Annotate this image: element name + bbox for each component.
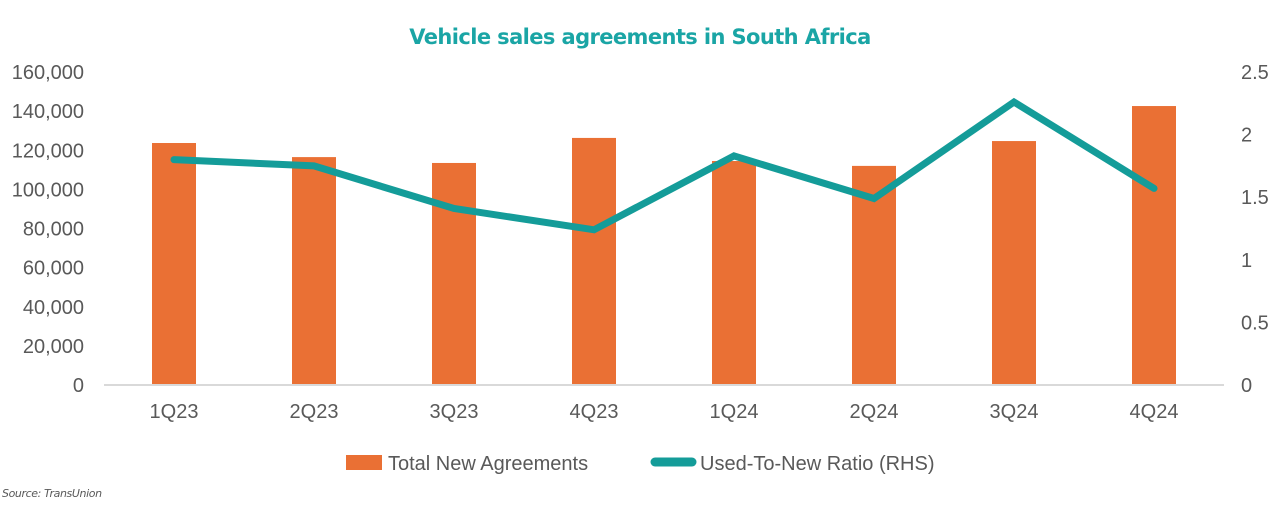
bar-series [152,106,1176,385]
x-axis-tick-label: 2Q23 [290,401,339,423]
right-axis-tick-label: 0 [1241,375,1252,397]
x-axis-tick-label: 2Q24 [850,401,899,423]
chart-title: Vehicle sales agreements in South Africa [409,25,870,49]
x-axis-tick-label: 4Q24 [1130,401,1179,423]
legend-label-total-new-agreements: Total New Agreements [388,453,588,475]
x-axis-tick-label: 3Q23 [430,401,479,423]
bar-2Q23 [292,157,336,385]
x-axis-tick-label: 4Q23 [570,401,619,423]
bar-3Q24 [992,141,1036,385]
x-axis-labels: 1Q23 2Q23 3Q23 4Q23 1Q24 2Q24 3Q24 4Q24 [150,401,1179,423]
x-axis-tick-label: 1Q23 [150,401,199,423]
x-axis-tick-label: 1Q24 [710,401,759,423]
right-axis: 0 0.5 1 1.5 2 2.5 [1241,62,1269,397]
left-axis-tick-label: 20,000 [23,336,84,358]
bar-3Q23 [432,162,476,385]
source-note: Source: TransUnion [2,487,102,500]
left-axis-tick-label: 40,000 [23,297,84,319]
bar-4Q23 [572,137,616,385]
left-axis-tick-label: 80,000 [23,219,84,241]
bar-2Q24 [852,165,896,385]
bar-1Q24 [712,161,756,385]
left-axis-tick-label: 140,000 [12,101,84,123]
bar-1Q23 [152,143,196,385]
left-axis-tick-label: 0 [73,375,84,397]
x-axis-tick-label: 3Q24 [990,401,1039,423]
legend: Total New Agreements Used-To-New Ratio (… [346,453,935,475]
left-axis-tick-label: 120,000 [12,140,84,162]
legend-swatch-total-new-agreements [346,455,382,470]
bar-4Q24 [1132,106,1176,385]
right-axis-tick-label: 1 [1241,250,1252,272]
left-axis-tick-label: 60,000 [23,258,84,280]
left-axis: 0 20,000 40,000 60,000 80,000 100,000 120,000 1… [12,62,84,397]
left-axis-tick-label: 100,000 [12,179,84,201]
right-axis-tick-label: 1.5 [1241,187,1269,209]
ratio-line [170,97,1158,234]
right-axis-tick-label: 0.5 [1241,312,1269,334]
right-axis-tick-label: 2 [1241,125,1252,147]
legend-label-used-to-new-ratio: Used-To-New Ratio (RHS) [700,453,935,475]
right-axis-tick-label: 2.5 [1241,62,1269,84]
left-axis-tick-label: 160,000 [12,62,84,84]
line-series [170,97,1158,234]
